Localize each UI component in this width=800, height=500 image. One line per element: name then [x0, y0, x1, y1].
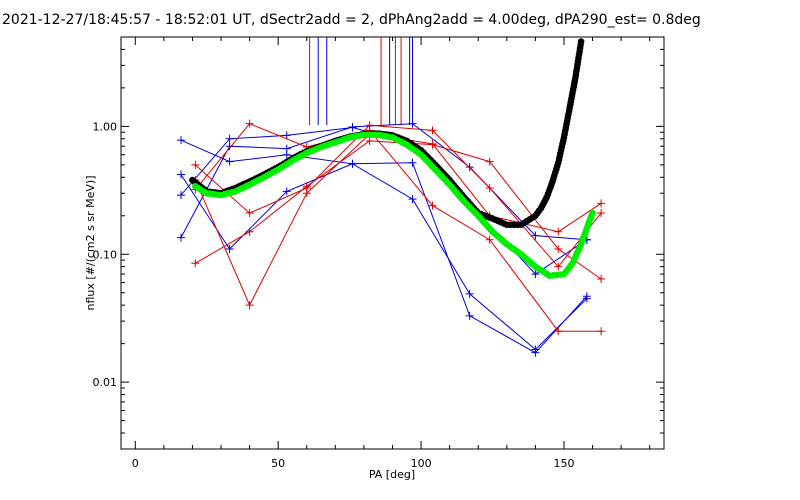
fit-dot [577, 38, 585, 45]
data-point [225, 142, 234, 151]
x-tick-label: 0 [132, 457, 139, 470]
data-point [465, 289, 474, 298]
data-point [302, 189, 311, 198]
data-point [225, 157, 234, 166]
data-point [225, 244, 234, 253]
data-point [177, 191, 186, 200]
data-point [485, 183, 494, 192]
data-point [408, 158, 417, 167]
data-point [245, 301, 254, 310]
data-point [365, 136, 374, 145]
series-line [194, 123, 602, 332]
data-point [282, 131, 291, 140]
data-point [282, 187, 291, 196]
data-point [245, 227, 254, 236]
x-tick-label: 50 [271, 457, 285, 470]
data-point [428, 201, 437, 210]
y-axis-label: nflux [#/(cm2 s sr MeV)] [84, 176, 97, 311]
fit-curves [189, 38, 596, 280]
data-point [554, 227, 563, 236]
data-point [531, 231, 540, 240]
fit-dot [589, 209, 596, 217]
series-5 [191, 121, 606, 271]
axis-ticks: 0 50 100 150 0.01 0.10 1.00 [93, 36, 664, 470]
data-point [485, 157, 494, 166]
series-6 [191, 119, 606, 336]
data-point [597, 209, 606, 218]
data-point [465, 311, 474, 320]
series-line [194, 133, 602, 307]
data-series [177, 119, 606, 357]
series-1 [177, 158, 591, 357]
series-line [180, 162, 588, 354]
series-0 [177, 136, 591, 354]
data-point [554, 244, 563, 253]
data-point [597, 275, 606, 284]
data-point [531, 348, 540, 357]
data-point [428, 126, 437, 135]
data-point [554, 262, 563, 271]
series-line [180, 126, 588, 275]
data-point [177, 170, 186, 179]
data-point [554, 327, 563, 336]
data-point [582, 292, 591, 301]
data-point [245, 209, 254, 218]
y-tick-label: 1.00 [93, 120, 118, 133]
fit-curve-1 [192, 131, 596, 280]
data-point [225, 134, 234, 143]
y-tick-label: 0.10 [93, 248, 118, 261]
data-point [597, 199, 606, 208]
series-line [194, 124, 602, 268]
data-point [245, 119, 254, 128]
data-point [428, 139, 437, 148]
data-point [408, 119, 417, 128]
x-axis-label: PA [deg] [369, 468, 415, 481]
series-line [180, 139, 588, 351]
x-tick-label: 100 [411, 457, 432, 470]
data-point [597, 327, 606, 336]
data-point [485, 235, 494, 244]
data-point [348, 159, 357, 168]
data-point [348, 122, 357, 131]
y-tick-label: 0.01 [93, 376, 118, 389]
data-point [408, 195, 417, 204]
pitch-angle-markers [309, 37, 414, 125]
x-tick-label: 150 [553, 457, 574, 470]
chart-title: 2021-12-27/18:45:57 - 18:52:01 UT, dSect… [2, 12, 701, 28]
data-point [177, 233, 186, 242]
data-point [177, 136, 186, 145]
data-point [531, 270, 540, 279]
data-point [191, 160, 200, 169]
data-point [282, 144, 291, 153]
data-point [191, 259, 200, 268]
series-7 [191, 130, 606, 310]
